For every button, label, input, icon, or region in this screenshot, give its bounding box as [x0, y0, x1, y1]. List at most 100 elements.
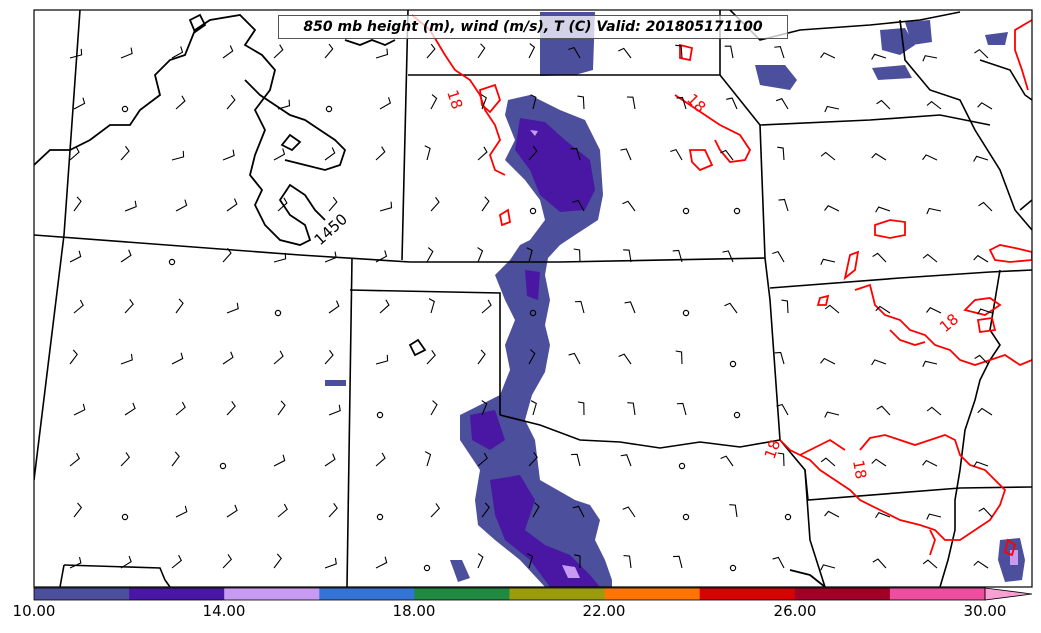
temperature-contour-label: 18: [761, 437, 784, 461]
wind-barb: [375, 354, 389, 365]
wind-barb: [675, 350, 683, 365]
wind-barb: [430, 196, 440, 212]
wind-barb: [428, 298, 435, 314]
colorbar-segment: [794, 588, 891, 600]
wind-barb: [572, 505, 585, 518]
wind-barb: [726, 97, 738, 110]
wind-barb: [426, 350, 436, 365]
wind-barb: [820, 151, 836, 161]
calm-wind-circle: [529, 207, 537, 215]
wind-barb: [273, 553, 282, 569]
wind-barb: [618, 47, 632, 59]
wind-barb: [73, 299, 84, 314]
wind-barb: [568, 352, 581, 365]
calm-wind-circle: [729, 564, 737, 572]
wind-barb: [477, 146, 488, 161]
shaded-area: [880, 28, 915, 55]
colorbar-segment: [699, 588, 796, 600]
wind-barb: [922, 360, 938, 367]
wind-barb: [577, 401, 585, 416]
shaded-area: [525, 270, 540, 300]
shaded-area: [470, 410, 505, 450]
height-contour-1450: [34, 13, 826, 587]
wind-barb: [171, 451, 180, 467]
colorbar-segment: [509, 588, 606, 600]
wind-barb: [277, 99, 291, 110]
wind-barb: [729, 504, 738, 518]
wind-barb: [120, 145, 130, 161]
wind-barb: [175, 401, 186, 416]
wind-barb: [974, 354, 989, 365]
wind-barb: [481, 502, 490, 518]
wind-barb: [672, 249, 683, 263]
wind-barb: [926, 207, 942, 215]
calm-wind-circle: [682, 309, 690, 317]
calm-wind-circle: [678, 462, 686, 470]
wind-barb: [481, 299, 492, 314]
wind-barb: [871, 152, 887, 161]
wind-barb: [477, 43, 486, 59]
wind-barb: [273, 350, 284, 365]
wind-barb: [774, 351, 785, 365]
shaded-area: [1010, 550, 1018, 565]
wind-barb: [872, 558, 887, 569]
wind-barb: [876, 99, 891, 110]
wind-barb: [820, 258, 836, 265]
wind-barb: [379, 97, 392, 110]
wind-barb: [820, 457, 836, 467]
wind-barb: [623, 555, 632, 569]
wind-barb: [777, 452, 785, 467]
wind-barb: [277, 197, 288, 212]
wind-barb: [922, 154, 938, 161]
wind-barb: [222, 149, 235, 161]
calm-wind-circle: [733, 411, 741, 419]
wind-barb: [922, 559, 938, 569]
calm-wind-circle: [376, 513, 384, 521]
colorbar-tick-label: 14.00: [202, 602, 246, 620]
wind-barb: [622, 200, 636, 212]
wind-barb: [622, 506, 636, 518]
shaded-field: [325, 12, 1025, 587]
wind-barb: [477, 553, 484, 569]
shaded-area: [515, 118, 595, 212]
wind-barb: [720, 455, 734, 467]
wind-barb: [624, 301, 636, 314]
wind-barb: [222, 45, 234, 59]
colorbar-tick-label: 26.00: [773, 602, 817, 620]
wind-barb: [69, 250, 82, 263]
wind-barb: [171, 554, 183, 569]
colorbar-frame: [33, 587, 986, 601]
wind-barb: [574, 554, 581, 568]
wind-barb: [871, 53, 887, 60]
wind-barb: [375, 146, 386, 161]
wind-barb: [120, 555, 132, 569]
temperature-contour-label: 18: [443, 88, 466, 112]
wind-barb: [526, 553, 534, 569]
calm-wind-circle: [376, 411, 384, 419]
wind-barb: [530, 94, 537, 110]
wind-barbs: [69, 43, 993, 572]
wind-barb: [824, 205, 840, 212]
colorbar: [33, 587, 1033, 601]
wind-barb: [876, 405, 891, 416]
wind-barb: [328, 196, 338, 212]
wind-barb: [526, 247, 533, 263]
wind-barb: [973, 560, 989, 569]
wind-barb: [824, 510, 840, 518]
wind-barb: [974, 48, 989, 59]
shaded-area: [985, 32, 1008, 45]
wind-barb: [171, 352, 184, 365]
wind-barb: [528, 43, 536, 59]
wind-barb: [670, 148, 683, 161]
wind-barb: [328, 300, 340, 314]
wind-barb: [626, 96, 636, 110]
wind-barb: [875, 305, 891, 314]
temperature-contour-label: 18: [849, 459, 870, 481]
wind-barb: [572, 199, 585, 212]
wind-barb: [277, 503, 288, 518]
wind-barb: [273, 44, 284, 59]
wind-barb: [618, 353, 632, 365]
calm-wind-circle: [784, 513, 792, 521]
wind-barb: [69, 48, 83, 59]
wind-barb: [620, 148, 632, 161]
